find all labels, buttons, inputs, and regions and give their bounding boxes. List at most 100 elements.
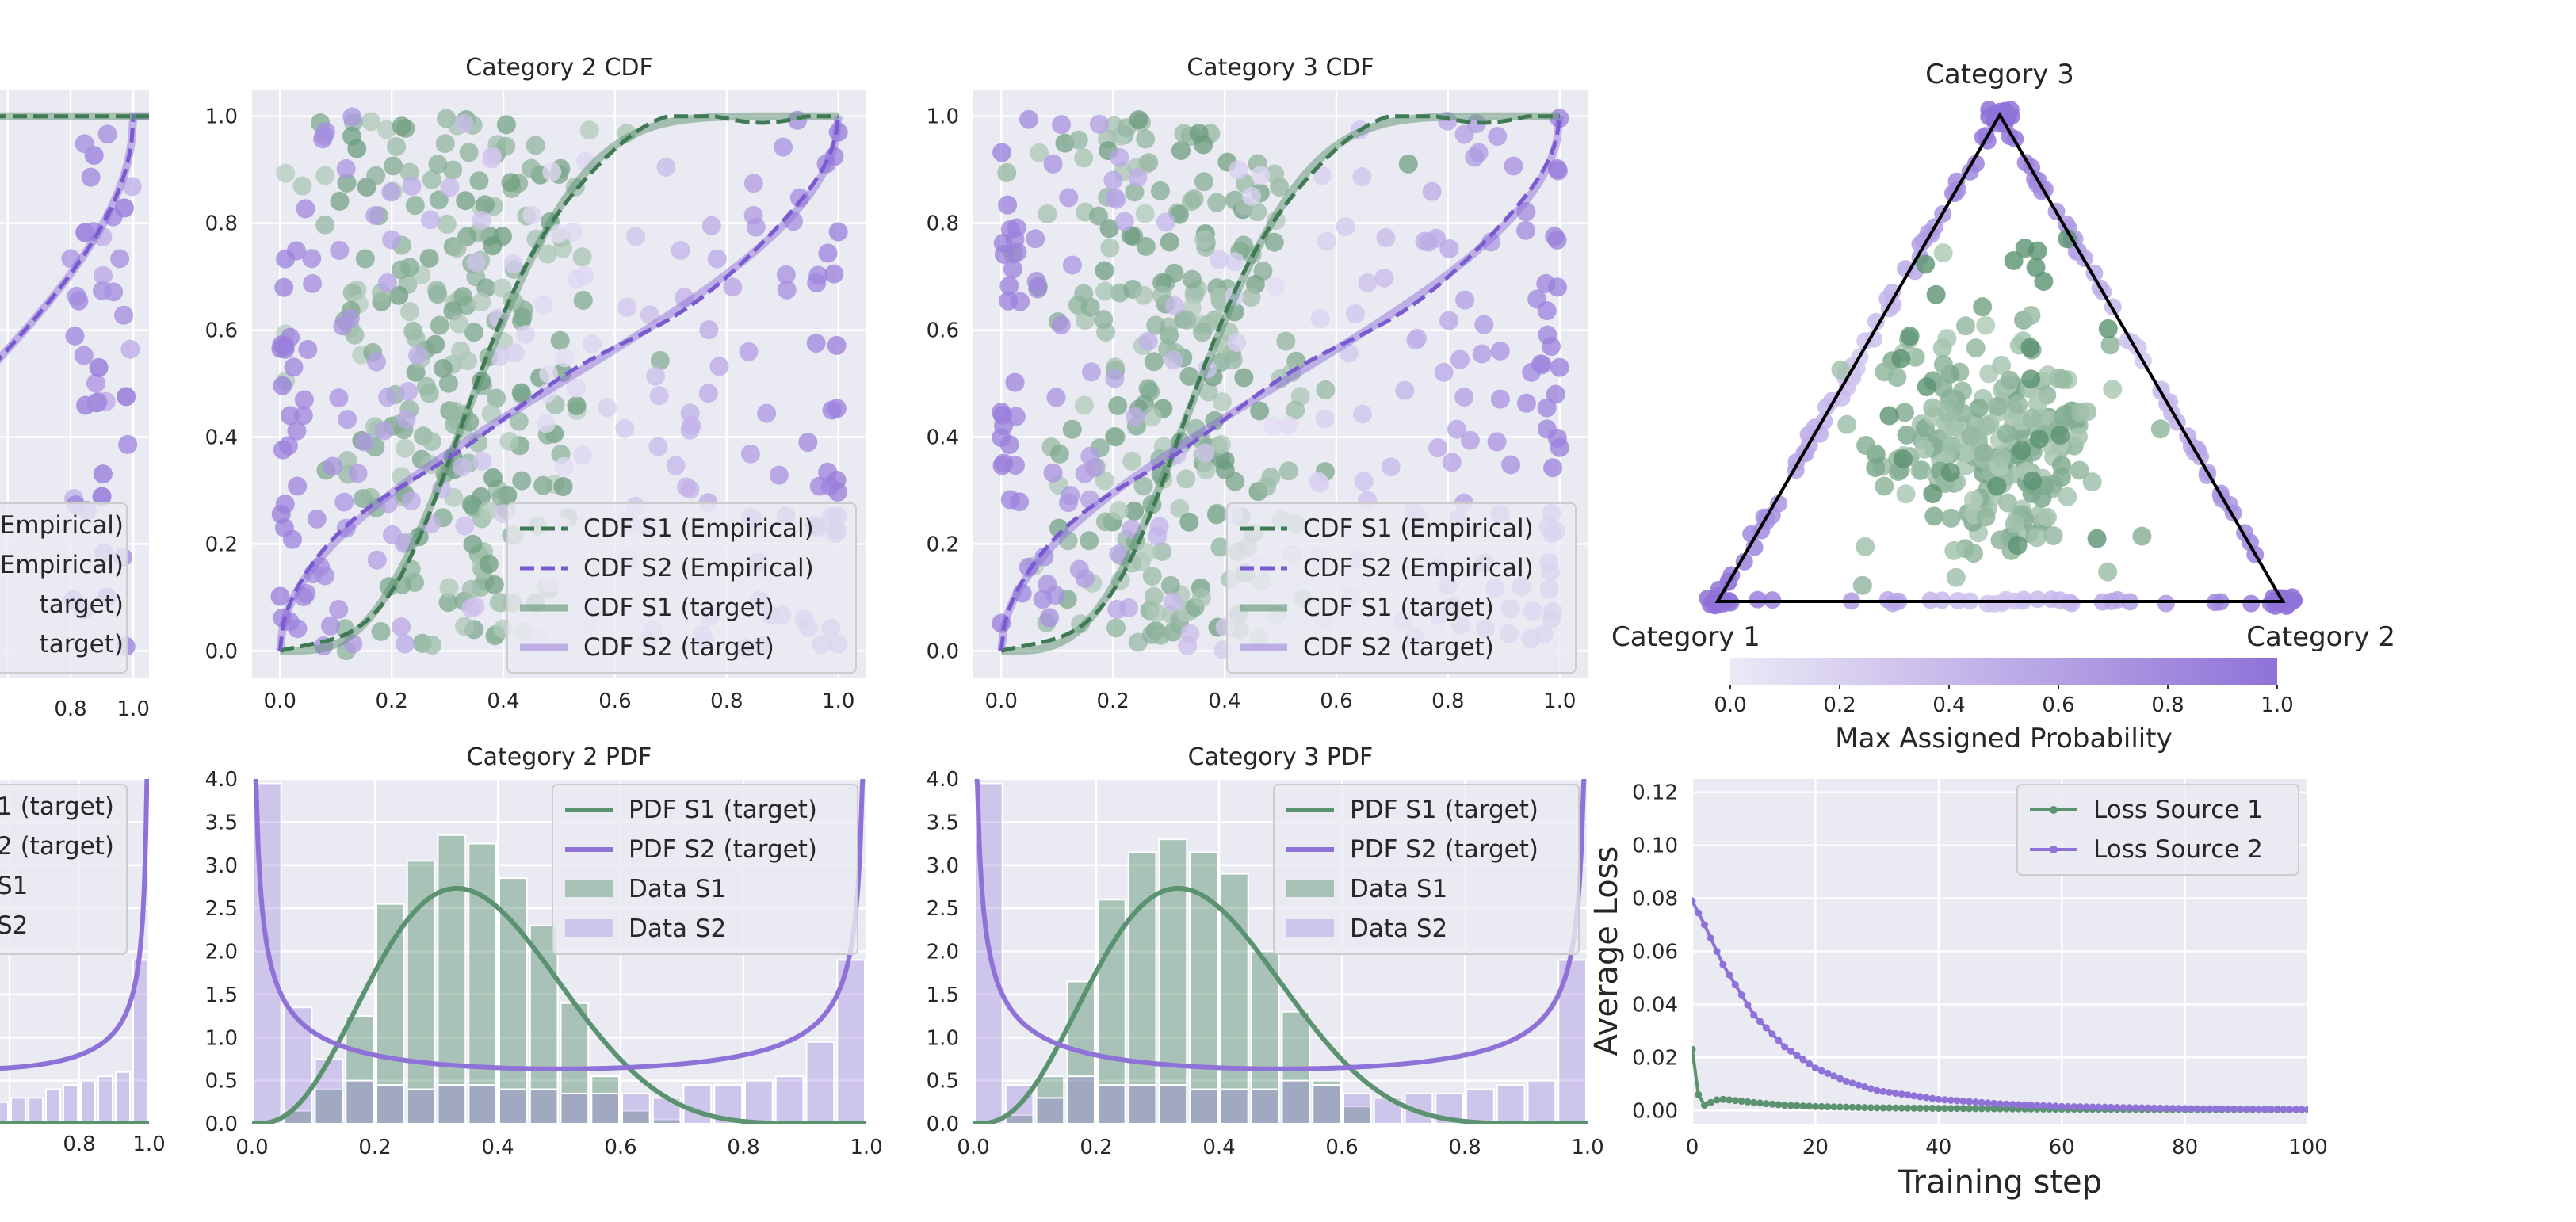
loss-marker-source-1 <box>1726 1096 1733 1104</box>
data-point-s1 <box>399 302 419 322</box>
simplex-point-s1 <box>2022 408 2042 428</box>
colorbar-tick-label: 0.6 <box>2042 693 2074 717</box>
simplex-point-s1 <box>2008 536 2028 556</box>
loss-marker-source-1 <box>1867 1104 1875 1112</box>
data-point-s1 <box>1049 444 1069 464</box>
loss-marker-source-1 <box>1922 1104 1930 1112</box>
data-point-s2 <box>656 157 676 177</box>
data-point-s2 <box>1114 212 1134 231</box>
y-tick-label: 0.5 <box>927 1070 959 1094</box>
x-tick-label: 0.8 <box>54 697 86 721</box>
data-point-s2 <box>348 464 368 483</box>
chart-title: Category 3 CDF <box>1187 54 1374 82</box>
data-point-s2 <box>395 634 415 654</box>
simplex-point-s1 <box>2077 402 2097 422</box>
loss-marker-source-2 <box>1775 1037 1783 1044</box>
legend-label: target) <box>40 630 124 659</box>
cat1_cdf-plot-area: Empirical) Empirical) target) target) <box>0 112 149 674</box>
loss-marker-source-2 <box>2237 1105 2245 1113</box>
data-point-s2 <box>472 210 491 230</box>
simplex-point-s1 <box>1987 476 2007 496</box>
legend-frame <box>0 502 128 674</box>
loss-marker-source-2 <box>2175 1105 2183 1113</box>
data-point-s2 <box>680 420 700 440</box>
data-point-s2 <box>1474 315 1494 334</box>
data-point-s1 <box>427 280 447 300</box>
data-point-s1 <box>1074 148 1094 168</box>
vertex-label-category-1: Category 1 <box>1611 621 1760 653</box>
loss-marker-source-2 <box>1817 1067 1825 1075</box>
simplex-point-s1 <box>1891 349 1911 369</box>
loss-marker-source-2 <box>2046 1102 2054 1110</box>
histogram-bar-s2 <box>1035 1097 1065 1124</box>
loss-marker-source-2 <box>1701 921 1709 929</box>
legend-handle-marker <box>2050 806 2058 814</box>
data-point-s2 <box>1548 161 1568 181</box>
y-tick-label: 0.6 <box>927 319 959 343</box>
y-tick-label: 0.4 <box>205 426 238 449</box>
data-point-s2 <box>505 343 525 363</box>
histogram-bar-s2 <box>1097 1084 1126 1124</box>
data-point-s2 <box>1504 156 1523 176</box>
data-point-s1 <box>496 115 516 135</box>
histogram-bar-s2 <box>1312 1084 1341 1124</box>
loss-marker-source-2 <box>2015 1101 2023 1109</box>
data-point-s2 <box>1043 154 1063 174</box>
data-point-s2 <box>1059 188 1079 208</box>
loss-marker-source-2 <box>2126 1104 2134 1112</box>
data-point-s2 <box>1026 229 1045 249</box>
x-tick-label: 0.8 <box>710 689 743 713</box>
data-point-s2 <box>392 617 411 637</box>
data-point-s2 <box>774 137 793 157</box>
data-point-s1 <box>1147 603 1167 623</box>
data-point-s2 <box>824 264 844 284</box>
simplex-point-s1 <box>1875 476 1894 496</box>
loss-marker-source-1 <box>1997 1105 2004 1113</box>
data-point-s2 <box>65 326 85 346</box>
legend-label: Data S1 <box>629 875 726 903</box>
histogram-bar-s2 <box>1250 1088 1280 1124</box>
data-point-s2 <box>407 346 427 365</box>
data-point-s2 <box>533 295 553 315</box>
simplex-point-s1 <box>1856 436 1876 456</box>
data-point-s1 <box>1133 285 1153 305</box>
data-point-s1 <box>522 158 541 178</box>
data-point-s2 <box>490 347 510 367</box>
data-point-s2 <box>626 227 646 246</box>
y-tick-label: 1.5 <box>927 983 959 1007</box>
data-point-s2 <box>1454 124 1474 144</box>
loss-marker-source-2 <box>2193 1105 2201 1113</box>
loss-marker-source-1 <box>1731 1097 1739 1105</box>
loss-marker-source-2 <box>1997 1100 2004 1108</box>
data-point-s2 <box>367 550 387 570</box>
data-point-s1 <box>1176 469 1196 489</box>
data-point-s1 <box>1062 419 1082 439</box>
data-point-s2 <box>482 146 502 166</box>
data-point-s2 <box>1128 167 1148 187</box>
data-point-s1 <box>1194 230 1214 250</box>
data-point-s1 <box>1170 498 1190 518</box>
x-tick-label: 0.4 <box>1208 689 1240 713</box>
y-tick-label: 0.4 <box>927 426 959 449</box>
histogram-bar-s2 <box>560 1092 590 1124</box>
simplex-point-s2 <box>1911 235 1929 254</box>
simplex-point-s2 <box>1865 330 1883 348</box>
loss-marker-source-2 <box>1799 1056 1807 1064</box>
legend-handle-patch <box>565 880 613 897</box>
data-point-s2 <box>1442 453 1462 472</box>
chart-title: Category 2 CDF <box>465 54 653 82</box>
data-point-s2 <box>563 222 583 242</box>
data-point-s1 <box>1210 537 1230 557</box>
data-point-s1 <box>292 176 312 196</box>
data-point-s1 <box>472 292 491 312</box>
histogram-bar-s1 <box>1127 851 1157 1124</box>
data-point-s2 <box>615 418 635 438</box>
data-point-s2 <box>1422 181 1442 201</box>
data-point-s1 <box>1207 193 1227 212</box>
simplex-point-s1 <box>2150 419 2170 439</box>
data-point-s2 <box>617 297 637 317</box>
data-point-s1 <box>315 166 335 185</box>
legend-label: CDF S1 (target) <box>583 594 774 622</box>
loss-marker-source-2 <box>1756 1018 1764 1025</box>
legend-label: S2 <box>0 911 28 940</box>
